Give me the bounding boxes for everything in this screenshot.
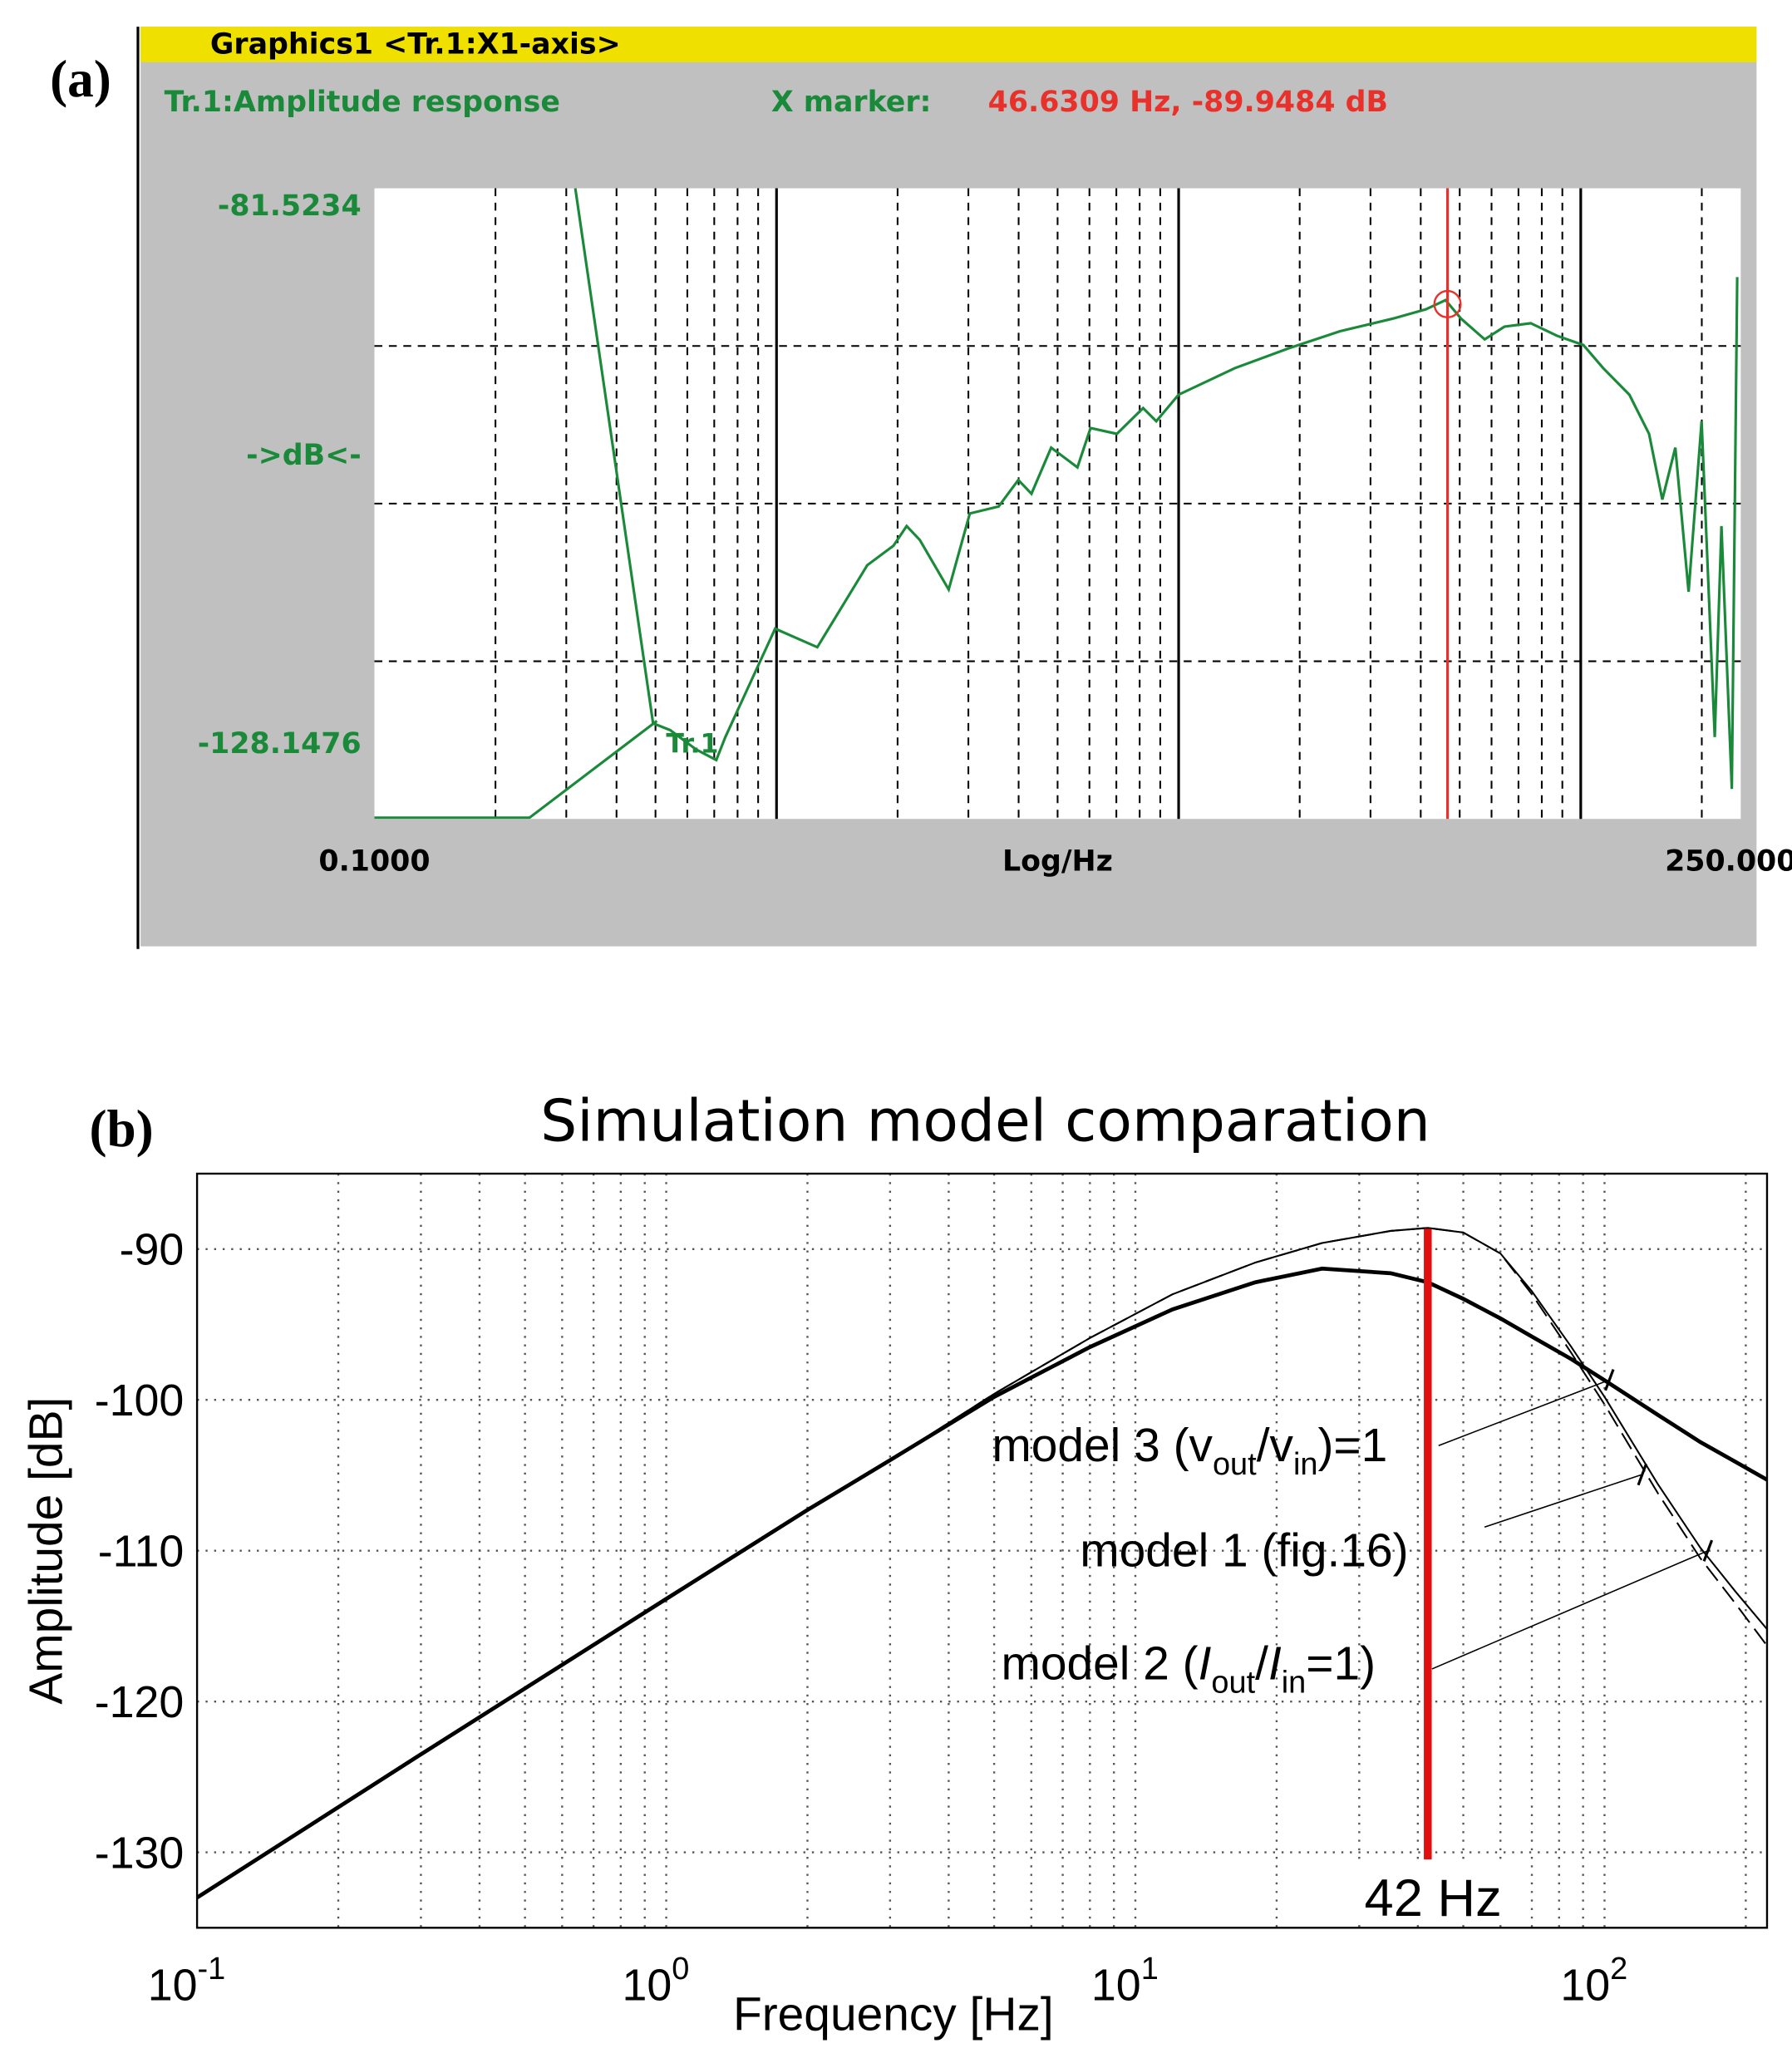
plot-clip	[374, 188, 1739, 820]
leader-line	[1484, 1474, 1643, 1528]
series-label: model 2 (Iout/Iin=1)	[1001, 1637, 1376, 1701]
label-part: in	[1282, 1665, 1307, 1700]
y-tick-label: -128.1476	[198, 727, 362, 761]
subtitle: Tr.1:Amplitude response	[165, 86, 560, 119]
y-axis-label: ->dB<-	[246, 439, 362, 472]
tick-base: 10	[622, 1960, 672, 2010]
leader-tick	[1604, 1368, 1615, 1391]
x-tick-label: 102	[1560, 1952, 1627, 2010]
panel-a: (a) Graphics1 <Tr.1:X1-axis> Tr.1:Amplit…	[50, 27, 1792, 949]
label-part: model 2 (	[1001, 1637, 1198, 1691]
tick-exponent: 1	[1141, 1952, 1159, 1987]
label-part: I	[1268, 1637, 1282, 1691]
label-part: )=1	[1317, 1419, 1387, 1472]
y-tick-label: -110	[98, 1527, 185, 1577]
label-part: /v	[1257, 1419, 1294, 1472]
tick-exponent: 0	[672, 1952, 689, 1987]
leader-tick	[1637, 1463, 1648, 1486]
x-tick-label: 0.1000	[318, 844, 430, 878]
label-part: in	[1293, 1447, 1318, 1482]
data-line	[374, 188, 1739, 820]
leader-tick	[1702, 1539, 1714, 1562]
tick-base: 10	[1560, 1960, 1610, 2010]
x-tick-label: 101	[1091, 1952, 1159, 2010]
y-tick-label: -81.5234	[218, 190, 362, 223]
data-line	[197, 1227, 1767, 1898]
label-part: out	[1213, 1447, 1257, 1482]
marker-label: 46.6309 Hz, -89.9484 dB	[988, 86, 1388, 119]
panel-label: (a)	[50, 50, 111, 108]
label-part: I	[1199, 1637, 1212, 1691]
series-label: Tr.1	[666, 730, 718, 760]
label-part: /	[1255, 1637, 1268, 1691]
panel-b: (b) Simulation model comparation Frequen…	[19, 1088, 1769, 2041]
marker-point	[1433, 289, 1462, 318]
y-tick-label: -90	[120, 1225, 185, 1275]
panel-label: (b)	[89, 1100, 153, 1158]
chart-title: Simulation model comparation	[540, 1088, 1430, 1155]
tick-base: 10	[1091, 1960, 1141, 2010]
label-part: out	[1211, 1665, 1255, 1700]
y-tick-label: -120	[95, 1677, 185, 1727]
annotation-bg	[1346, 1863, 1509, 1922]
plot-frame	[195, 1172, 1769, 1929]
y-axis-label: Amplitude [dB]	[19, 1397, 72, 1705]
label-part: model 3 (v	[992, 1419, 1213, 1472]
x-tick-label: 100	[622, 1952, 689, 2010]
x-axis-label: Frequency [Hz]	[733, 1988, 1054, 2041]
header-bar	[140, 27, 1757, 62]
y-tick-label: -130	[95, 1829, 185, 1878]
series-label: model 3 (vout/vin)=1	[992, 1419, 1387, 1482]
x-axis-label: Log/Hz	[1002, 844, 1113, 878]
leader-line	[1431, 1549, 1709, 1670]
leader-line	[1438, 1379, 1610, 1446]
annotation-label: 42 Hz	[1365, 1869, 1502, 1927]
x-tick-label: 10-1	[148, 1952, 225, 2010]
tick-base: 10	[148, 1960, 198, 2010]
header-title: Graphics1 <Tr.1:X1-axis>	[210, 27, 621, 61]
x-tick-label: 250.0000	[1665, 844, 1792, 878]
marker-caption: X marker:	[771, 86, 932, 119]
label-part: model 1 (fig.16)	[1080, 1524, 1408, 1578]
plot-clip	[197, 1227, 1767, 1899]
y-tick-label: -100	[95, 1376, 185, 1425]
tick-exponent: 2	[1610, 1952, 1627, 1987]
label-part: =1)	[1306, 1637, 1376, 1691]
series-label: model 1 (fig.16)	[1080, 1524, 1408, 1578]
tick-exponent: -1	[197, 1952, 225, 1987]
